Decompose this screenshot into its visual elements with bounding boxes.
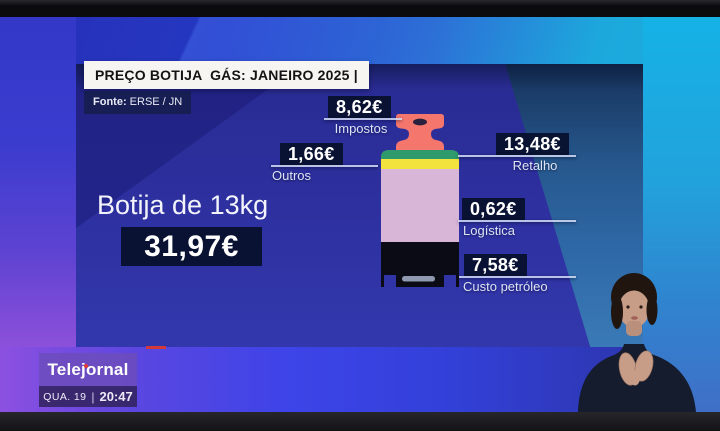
tag-retalho-label: Retalho (512, 158, 558, 173)
source-label: Fonte: (93, 96, 127, 108)
tag-logistica-value: 0,62€ (462, 198, 525, 220)
tag-impostos-value: 8,62€ (328, 96, 391, 118)
tag-retalho-value: 13,48€ (496, 133, 569, 155)
separator: | (91, 389, 95, 404)
chart-title: PREÇO BOTIJA GÁS: JANEIRO 2025 | (84, 61, 369, 89)
bottle-base-petroleo (381, 242, 459, 287)
date-time-bug: QUA. 19 | 20:47 (39, 386, 137, 407)
interpreter-hair-left (611, 295, 623, 329)
bottle-band-yellow (381, 159, 459, 169)
total-price: 31,97€ (121, 227, 262, 266)
bottle-valve-impostos (396, 114, 444, 150)
interpreter-neck (626, 321, 642, 336)
tag-outros-line (271, 165, 378, 167)
bottle-base-slot (402, 276, 435, 282)
program-logo: Telejornal (39, 353, 137, 386)
tag-custo-value: 7,58€ (464, 254, 527, 276)
letterbox-top (0, 0, 720, 17)
tag-outros-value: 1,66€ (280, 143, 343, 165)
source-credit: Fonte: ERSE / JN (84, 91, 192, 114)
background-left-purple (0, 17, 76, 347)
bottle-band-green (381, 150, 459, 159)
red-accent-sliver (146, 346, 166, 349)
interpreter-hand-right (634, 350, 654, 382)
tag-custo-line (459, 276, 576, 278)
product-name: Botija de 13kg (97, 190, 269, 220)
interpreter-eye-left (626, 305, 630, 309)
interpreter-mouth (631, 316, 638, 320)
interpreter-face (618, 290, 650, 328)
tag-logistica-label: Logística (463, 223, 516, 238)
bottle-body-retalho (381, 169, 459, 242)
program-logo-red-dot (84, 364, 88, 368)
bottle-handle-hole (413, 118, 427, 126)
sign-language-interpreter (578, 273, 696, 412)
tag-retalho-line (458, 155, 576, 157)
weekday-label: QUA. 19 (43, 390, 87, 403)
tag-outros-label: Outros (272, 168, 312, 183)
interpreter-eye-right (639, 305, 643, 309)
background-right-cyan (643, 17, 720, 412)
tag-custo-label: Custo petróleo (463, 279, 548, 294)
tag-logistica-line (458, 220, 576, 222)
clock: 20:47 (99, 389, 133, 404)
background-facet (76, 17, 376, 64)
interpreter-hair-right (646, 295, 658, 325)
tag-impostos-label: Impostos (334, 121, 388, 136)
letterbox-bottom (0, 412, 720, 431)
tag-impostos-line (324, 118, 402, 120)
source-value: ERSE / JN (126, 96, 183, 108)
interpreter-thumb (630, 370, 640, 386)
gas-bottle-icon (381, 114, 459, 287)
interpreter-fringe (614, 283, 654, 297)
